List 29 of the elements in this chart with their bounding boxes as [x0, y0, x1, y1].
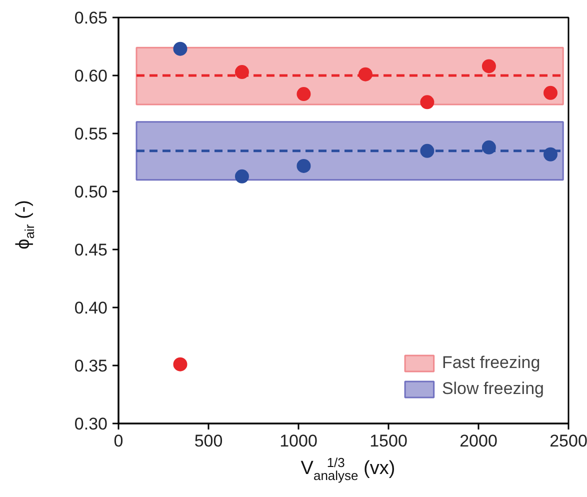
- point: [544, 147, 558, 162]
- y-tick-label: 0.65: [74, 8, 108, 28]
- y-tick-label: 0.60: [74, 66, 108, 86]
- point: [482, 59, 496, 74]
- x-tick-label: 0: [114, 432, 124, 450]
- y-tick-label: 0.45: [74, 240, 108, 260]
- y-tick-label: 0.35: [74, 356, 108, 376]
- point: [296, 158, 311, 173]
- point: [296, 87, 311, 102]
- y-tick-label: 0.40: [74, 298, 108, 318]
- point: [234, 169, 249, 184]
- point: [358, 67, 372, 82]
- x-tick-label: 1000: [280, 432, 318, 450]
- y-tick-label: 0.30: [74, 414, 108, 434]
- point: [173, 42, 188, 56]
- x-tick-label: 1500: [370, 432, 408, 450]
- x-tick-label: 2500: [550, 432, 587, 450]
- point: [420, 95, 434, 110]
- y-tick-label: 0.50: [74, 182, 108, 202]
- x-tick-label: 500: [194, 432, 223, 450]
- x-tick-label: 2000: [460, 432, 498, 450]
- point: [173, 357, 188, 372]
- legend-label: Fast freezing: [442, 353, 540, 373]
- point: [420, 144, 434, 158]
- point: [482, 140, 496, 154]
- point: [234, 65, 249, 80]
- point: [544, 86, 558, 100]
- y-tick-label: 0.55: [74, 124, 108, 144]
- legend-label: Slow freezing: [442, 379, 544, 399]
